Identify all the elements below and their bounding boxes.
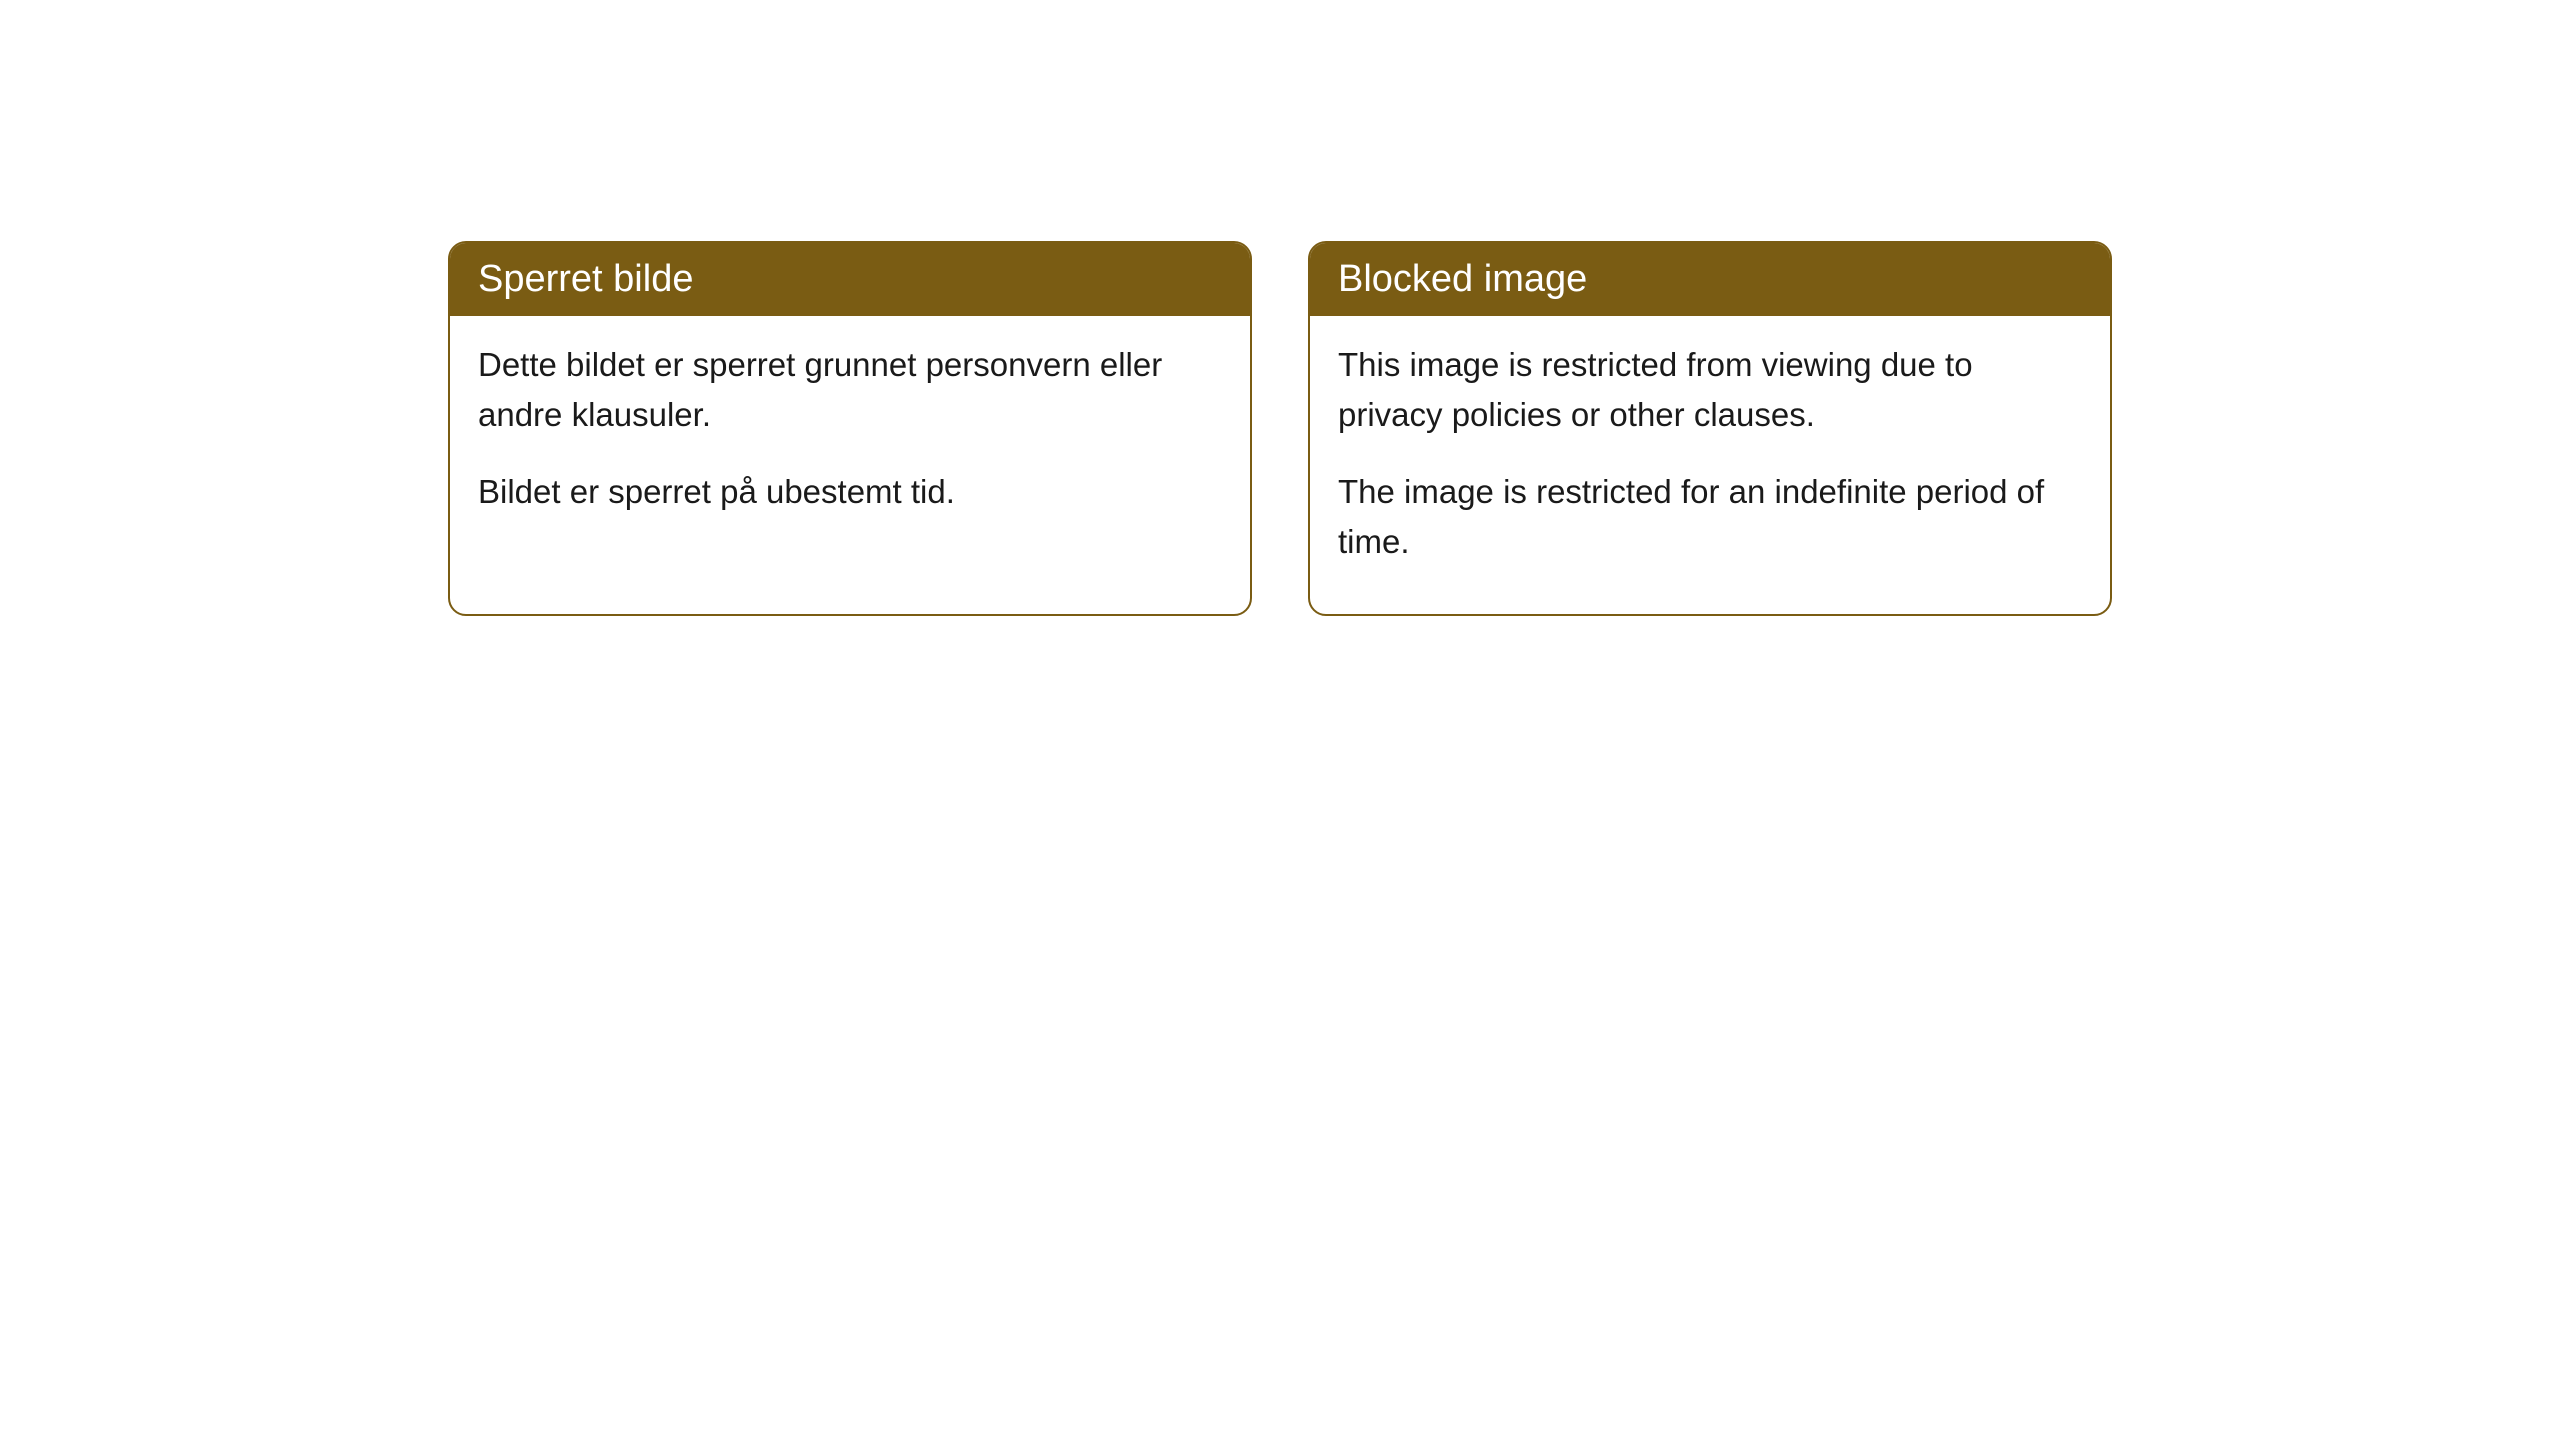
notice-cards-container: Sperret bilde Dette bildet er sperret gr…	[448, 241, 2112, 616]
card-title-english: Blocked image	[1338, 258, 1587, 300]
card-body-norwegian: Dette bildet er sperret grunnet personve…	[450, 316, 1250, 565]
card-header-english: Blocked image	[1310, 243, 2110, 316]
card-header-norwegian: Sperret bilde	[450, 243, 1250, 316]
blocked-image-card-norwegian: Sperret bilde Dette bildet er sperret gr…	[448, 241, 1252, 616]
card-paragraph-2-norwegian: Bildet er sperret på ubestemt tid.	[478, 467, 1222, 517]
card-paragraph-1-norwegian: Dette bildet er sperret grunnet personve…	[478, 340, 1222, 439]
card-title-norwegian: Sperret bilde	[478, 258, 693, 300]
card-paragraph-2-english: The image is restricted for an indefinit…	[1338, 467, 2082, 566]
card-paragraph-1-english: This image is restricted from viewing du…	[1338, 340, 2082, 439]
card-body-english: This image is restricted from viewing du…	[1310, 316, 2110, 614]
blocked-image-card-english: Blocked image This image is restricted f…	[1308, 241, 2112, 616]
